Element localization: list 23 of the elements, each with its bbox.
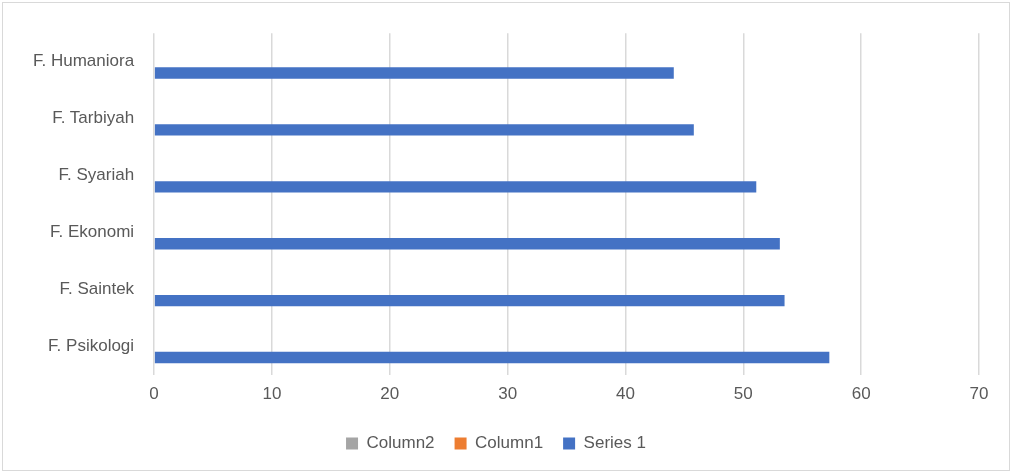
y-tick-label: F. Humaniora — [32, 51, 135, 71]
x-tick-label: 10 — [262, 384, 282, 404]
x-tick-label: 0 — [149, 384, 159, 404]
legend-label: Column1 — [475, 433, 544, 453]
legend-label: Series 1 — [583, 433, 646, 453]
x-tick-label: 60 — [851, 384, 871, 404]
bar — [154, 351, 830, 364]
y-tick-label: F. Saintek — [59, 278, 135, 298]
x-tick-label: 40 — [616, 384, 635, 404]
bar — [154, 238, 780, 250]
x-tick-label: 30 — [498, 384, 518, 404]
y-tick-label: F. Psikologi — [48, 335, 135, 355]
y-tick-label: F. Tarbiyah — [52, 108, 135, 128]
x-tick-label: 70 — [969, 384, 989, 404]
x-tick-label: 20 — [380, 384, 400, 404]
legend-label: Column2 — [366, 433, 435, 453]
bar — [154, 124, 694, 136]
bar — [154, 67, 674, 79]
bar — [154, 181, 757, 193]
y-tick-label: F. Syariah — [58, 165, 135, 185]
bar — [154, 294, 785, 307]
y-tick-label: F. Ekonomi — [50, 222, 135, 242]
x-tick-label: 50 — [733, 384, 753, 404]
